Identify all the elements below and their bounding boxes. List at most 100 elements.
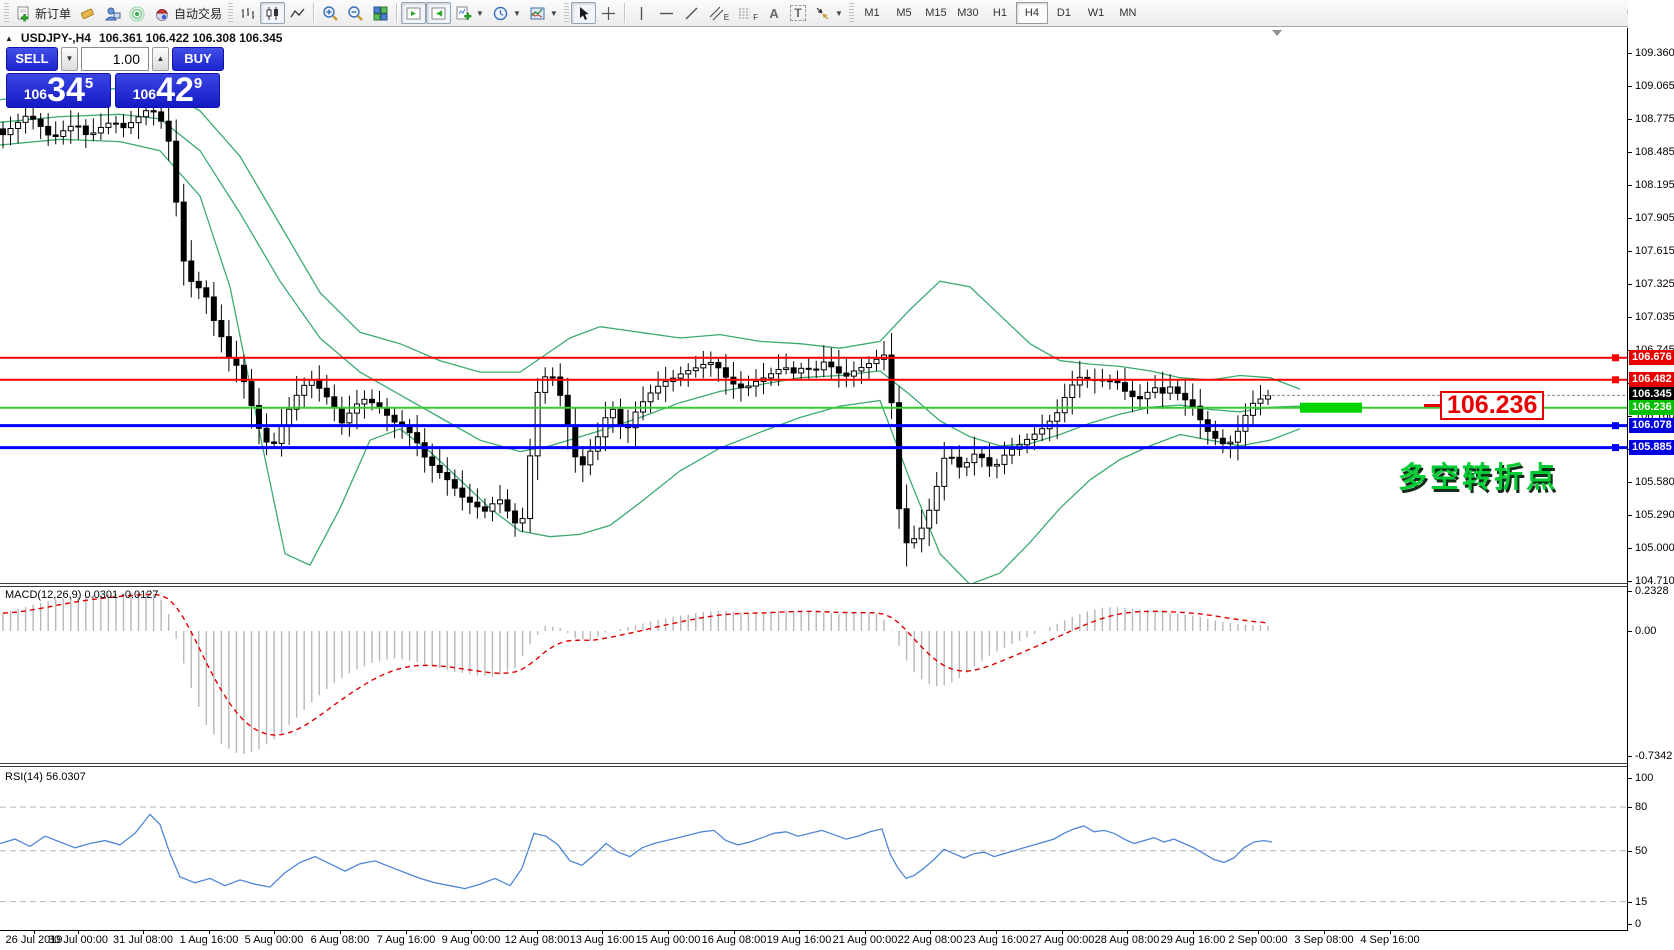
- price-callout-label[interactable]: 106.236: [1440, 391, 1545, 420]
- toolbar-grip[interactable]: [563, 3, 569, 23]
- toolbar-grip[interactable]: [848, 3, 854, 23]
- chart-shift-marker[interactable]: [1272, 30, 1282, 36]
- candlestick-chart-button[interactable]: [260, 2, 286, 24]
- new-order-button[interactable]: 新订单: [11, 2, 75, 24]
- profile-button[interactable]: [100, 2, 125, 24]
- arrows-tool-button[interactable]: ▼: [810, 2, 847, 24]
- volume-increase-button[interactable]: ▲: [152, 47, 169, 71]
- green-level-marker[interactable]: [1300, 402, 1362, 413]
- toolbar-grip[interactable]: [228, 3, 234, 23]
- price-tag[interactable]: 106.482: [1629, 372, 1674, 387]
- price-tick-label: 105.580: [1635, 476, 1674, 488]
- chart-title-bar: ▲ USDJPY-,H4 106.361 106.422 106.308 106…: [5, 31, 282, 45]
- text-label-tool-button[interactable]: T: [786, 2, 810, 24]
- line-anchor[interactable]: [1612, 354, 1619, 362]
- timeframe-m5-button[interactable]: M5: [896, 7, 912, 19]
- timeframe-m30-button[interactable]: M30: [957, 7, 979, 19]
- volume-decrease-button[interactable]: ▼: [61, 47, 78, 71]
- buy-button[interactable]: BUY: [172, 47, 224, 71]
- timeframe-m1-button[interactable]: M1: [864, 7, 880, 19]
- time-axis-label: 28 Aug 08:00: [1094, 934, 1160, 946]
- time-axis-tick: [1390, 931, 1391, 934]
- price-tick: [1628, 317, 1632, 318]
- time-axis-tick: [274, 931, 275, 934]
- panel-separator[interactable]: [0, 763, 1674, 767]
- cursor-tool-button[interactable]: [570, 2, 596, 24]
- dropdown-caret: ▼: [512, 8, 521, 18]
- panel-separator[interactable]: [0, 583, 1674, 587]
- macd-histogram: [2, 592, 1269, 754]
- fibonacci-tool-button[interactable]: F: [733, 2, 762, 24]
- bar-chart-button[interactable]: [235, 2, 260, 24]
- price-tick-label: 105.000: [1635, 542, 1674, 554]
- price-tick: [1628, 548, 1632, 549]
- volume-input[interactable]: [81, 47, 149, 71]
- annotation-note[interactable]: 多空转折点: [1398, 462, 1559, 494]
- channel-tool-button[interactable]: E: [704, 2, 733, 24]
- line-chart-icon: [290, 8, 305, 17]
- sell-price-display[interactable]: 106 34 5: [6, 73, 111, 108]
- periods-button[interactable]: ▼: [488, 2, 525, 24]
- macd-indicator-chart[interactable]: [0, 587, 1628, 763]
- price-axis-border: [1627, 28, 1628, 930]
- timeframe-h1-button[interactable]: H1: [992, 7, 1007, 19]
- price-tick: [1628, 86, 1632, 87]
- price-tag[interactable]: 106.345: [1629, 387, 1674, 402]
- rsi-value: 56.0307: [45, 771, 86, 783]
- time-axis-tick: [1127, 931, 1128, 934]
- collapse-trade-panel-icon[interactable]: ▲: [5, 33, 13, 43]
- price-axis[interactable]: 109.360 109.065 108.775 108.485 108.195 107.9…: [1628, 0, 1674, 950]
- chart-back-button[interactable]: [426, 2, 452, 24]
- vertical-line-tool-button[interactable]: [629, 2, 654, 24]
- rsi-label: RSI(14) 56.0307: [5, 771, 86, 783]
- price-tick-label: 109.065: [1635, 80, 1674, 92]
- price-tick-label: 107.325: [1635, 278, 1674, 290]
- timeframe-m15-button[interactable]: M15: [925, 7, 947, 19]
- time-axis-label: 31 Jul 08:00: [113, 934, 173, 946]
- add-indicator-icon: [456, 6, 472, 20]
- rsi-indicator-chart[interactable]: [0, 767, 1628, 930]
- line-anchor[interactable]: [1612, 444, 1619, 452]
- price-tag[interactable]: 106.236: [1629, 400, 1674, 415]
- time-axis[interactable]: 26 Jul 2019 30 Jul 00:00 31 Jul 08:00 1 Aug…: [0, 931, 1628, 950]
- trendline-tool-button[interactable]: [679, 2, 704, 24]
- time-axis-label: 6 Aug 08:00: [310, 934, 370, 946]
- autotrading-icon: [156, 8, 169, 21]
- timeframe-d1-button[interactable]: D1: [1056, 7, 1071, 19]
- chart-forward-button[interactable]: [401, 2, 427, 24]
- crosshair-tool-button[interactable]: [596, 2, 621, 24]
- time-axis-label: 4 Sep 16:00: [1360, 934, 1420, 946]
- buy-price-display[interactable]: 106 42 9: [115, 73, 220, 108]
- time-axis-label: 13 Aug 16:00: [569, 934, 635, 946]
- candlestick-chart[interactable]: [0, 28, 1628, 583]
- price-tag[interactable]: 106.676: [1629, 350, 1674, 365]
- line-chart-button[interactable]: [285, 2, 310, 24]
- toolbar-grip[interactable]: [4, 3, 9, 23]
- time-axis-label: 3 Sep 08:00: [1294, 934, 1354, 946]
- timeframe-h4-button[interactable]: H4: [1015, 2, 1048, 24]
- autotrading-button[interactable]: 自动交易: [150, 2, 226, 24]
- time-axis-label: 12 Aug 08:00: [504, 934, 570, 946]
- tile-windows-button[interactable]: [368, 2, 393, 24]
- timeframe-w1-button[interactable]: W1: [1087, 7, 1105, 19]
- callout-connector: [1424, 404, 1440, 407]
- price-tag[interactable]: 105.885: [1629, 440, 1674, 455]
- channel-icon: [709, 6, 724, 20]
- zoom-in-button[interactable]: [318, 2, 343, 24]
- time-axis-label: 22 Aug 08:00: [897, 934, 963, 946]
- candlestick-chart-icon: [266, 6, 279, 20]
- sell-button[interactable]: SELL: [6, 47, 58, 71]
- add-indicator-button[interactable]: ▼: [451, 2, 488, 24]
- line-anchor[interactable]: [1612, 422, 1619, 430]
- styler-button[interactable]: [75, 2, 100, 24]
- price-tick-label: 105.290: [1635, 509, 1674, 521]
- line-anchor[interactable]: [1612, 376, 1619, 384]
- zoom-out-button[interactable]: [343, 2, 368, 24]
- horizontal-line-tool-button[interactable]: [654, 2, 679, 24]
- signals-button[interactable]: [125, 2, 150, 24]
- text-tool-button[interactable]: A: [762, 2, 786, 24]
- styler-icon: [81, 8, 94, 19]
- templates-button[interactable]: ▼: [525, 2, 562, 24]
- timeframe-mn-button[interactable]: MN: [1119, 7, 1137, 19]
- price-tag[interactable]: 106.078: [1629, 418, 1674, 433]
